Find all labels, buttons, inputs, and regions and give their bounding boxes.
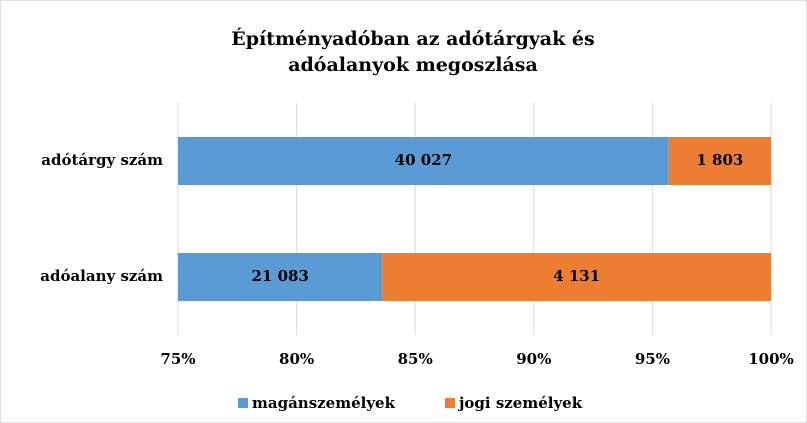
legend-swatch [238, 398, 248, 408]
bar-segment [178, 253, 383, 301]
x-tick-label: 90% [516, 350, 551, 368]
x-tick-label: 95% [635, 350, 670, 368]
bar-segment [178, 137, 669, 185]
legend-swatch [445, 398, 455, 408]
bar-segment [668, 137, 771, 185]
data-label: 40 027 [395, 151, 452, 169]
x-tick-label: 100% [748, 350, 794, 368]
y-tick-label: adótárgy szám [41, 151, 163, 169]
chart-title: Építményadóban az adótárgyak és adóalany… [231, 28, 595, 76]
x-tick-label: 75% [160, 350, 195, 368]
x-tick-label: 80% [279, 350, 314, 368]
data-label: 4 131 [553, 267, 600, 285]
bar-segment [382, 253, 771, 301]
legend-label: magánszemélyek [252, 394, 396, 412]
legend-label: jogi személyek [457, 394, 583, 412]
y-tick-label: adóalany szám [40, 267, 163, 285]
x-tick-label: 85% [398, 350, 433, 368]
data-label: 1 803 [696, 151, 743, 169]
data-label: 21 083 [251, 267, 308, 285]
